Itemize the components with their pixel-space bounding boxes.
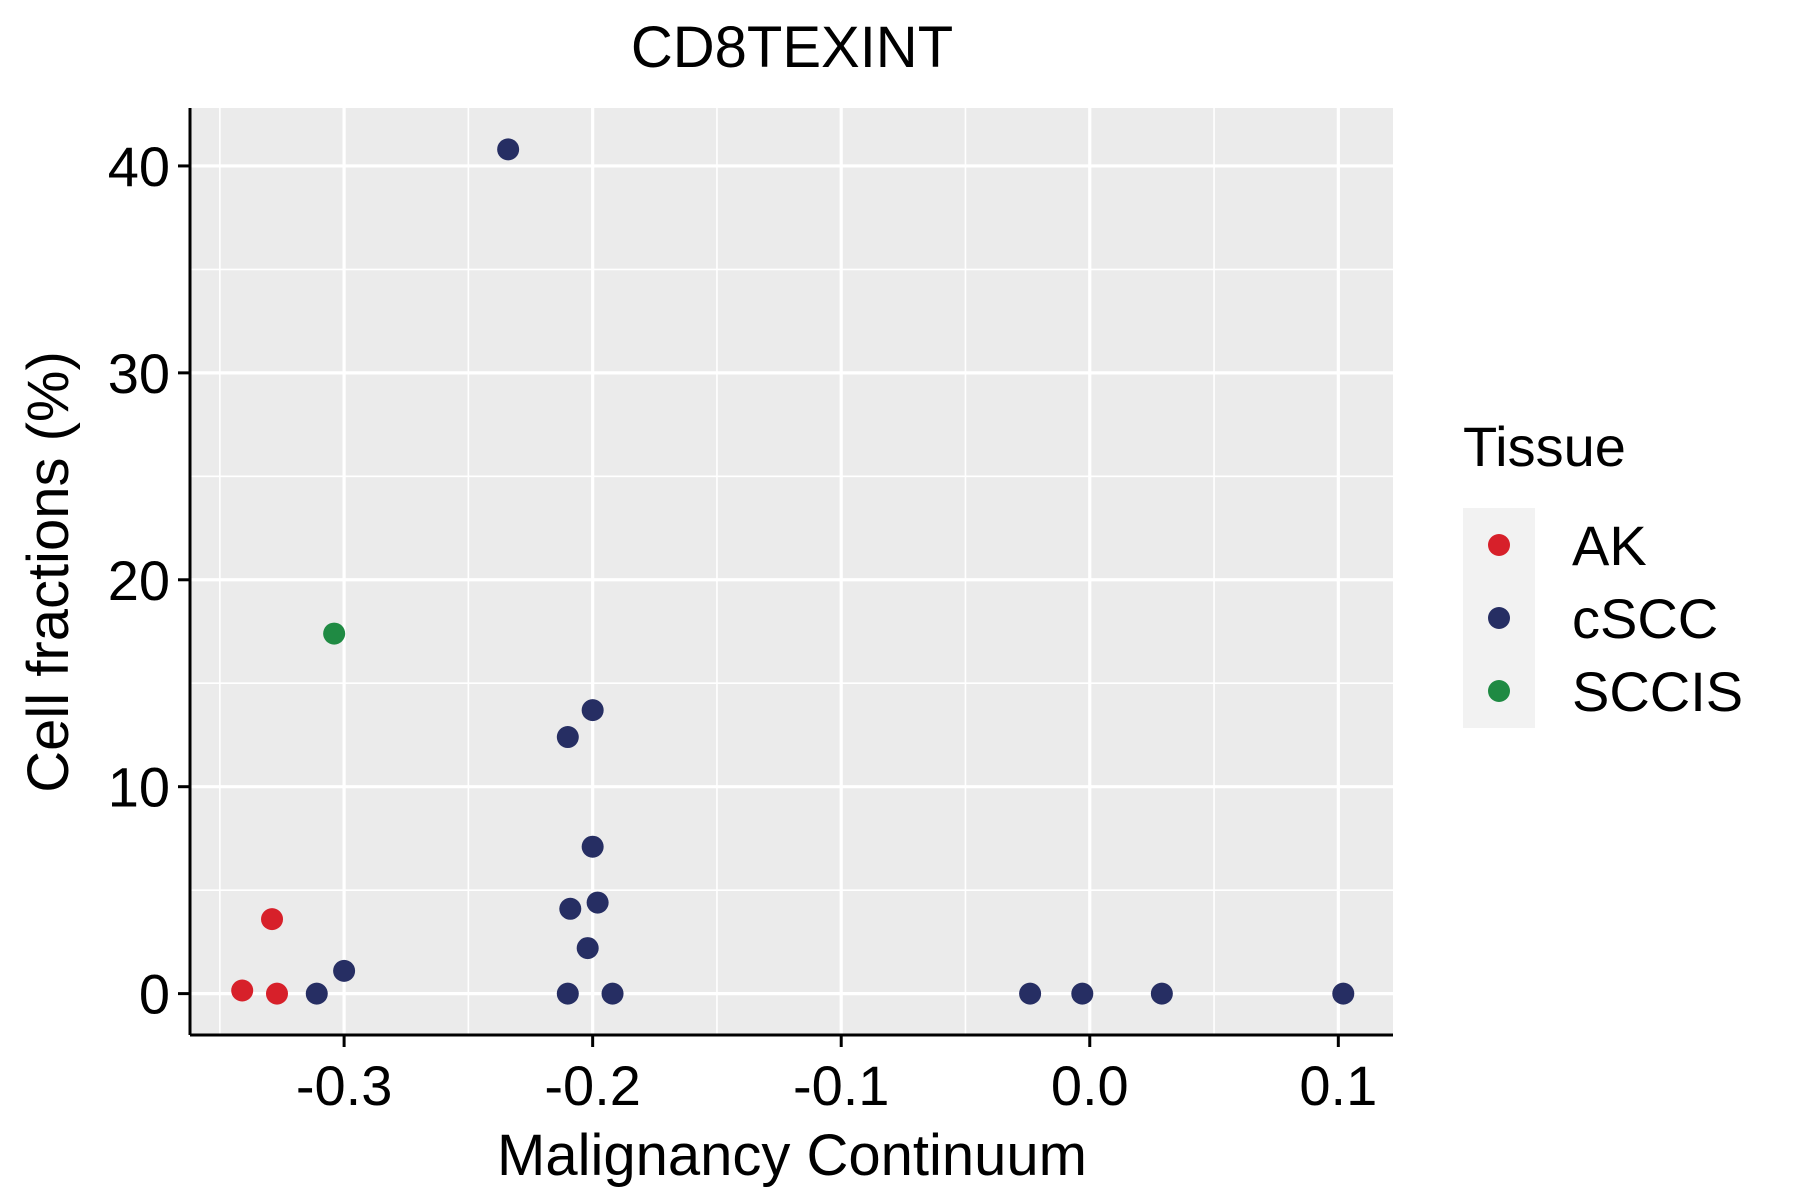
legend-items: AK cSCC SCCIS xyxy=(1488,514,1743,723)
x-tick-label: 0.0 xyxy=(1051,1054,1129,1117)
data-point-ak xyxy=(231,979,254,1002)
x-tick-label: -0.2 xyxy=(544,1054,641,1117)
data-point-cscc xyxy=(576,937,599,960)
data-point-cscc xyxy=(305,982,328,1005)
legend-key-ak xyxy=(1488,534,1510,556)
data-point-cscc xyxy=(601,982,624,1005)
data-point-cscc xyxy=(556,982,579,1005)
x-tick-label: 0.1 xyxy=(1299,1054,1377,1117)
legend-label-ak: AK xyxy=(1572,514,1647,577)
data-point-cscc xyxy=(497,138,520,161)
data-point-cscc xyxy=(581,835,604,858)
chart-title: CD8TEXINT xyxy=(631,15,953,80)
data-point-cscc xyxy=(1332,982,1355,1005)
y-tick-label: 30 xyxy=(108,342,170,405)
y-tick-label: 20 xyxy=(108,549,170,612)
x-axis-title: Malignancy Continuum xyxy=(497,1123,1087,1188)
grid-major xyxy=(190,108,1393,1035)
data-point-ak xyxy=(265,982,288,1005)
y-tick-label: 10 xyxy=(108,756,170,819)
x-tick-label: -0.3 xyxy=(296,1054,393,1117)
data-point-cscc xyxy=(559,897,582,920)
plot-panel xyxy=(190,108,1393,1035)
data-points xyxy=(231,138,1355,1005)
legend: Tissue AK cSCC SCCIS xyxy=(1463,415,1743,728)
data-point-cscc xyxy=(586,891,609,914)
x-axis-ticks: -0.3 -0.2 -0.1 0.0 0.1 xyxy=(296,1035,1377,1117)
data-point-sccis xyxy=(323,622,346,645)
y-tick-label: 40 xyxy=(108,135,170,198)
data-point-cscc xyxy=(1019,982,1042,1005)
y-axis-title: Cell fractions (%) xyxy=(16,351,81,793)
data-point-cscc xyxy=(1150,982,1173,1005)
x-tick-label: -0.1 xyxy=(793,1054,890,1117)
legend-title: Tissue xyxy=(1463,415,1626,478)
grid-minor xyxy=(190,108,1393,1035)
data-point-cscc xyxy=(581,699,604,722)
data-point-ak xyxy=(261,908,284,931)
data-point-cscc xyxy=(1071,982,1094,1005)
data-point-cscc xyxy=(333,959,356,982)
legend-label-cscc: cSCC xyxy=(1572,587,1718,650)
data-point-cscc xyxy=(556,726,579,749)
y-tick-label: 0 xyxy=(139,963,170,1026)
legend-key-sccis xyxy=(1488,680,1510,702)
y-axis-ticks: 0 10 20 30 40 xyxy=(108,135,190,1026)
legend-label-sccis: SCCIS xyxy=(1572,660,1743,723)
legend-key-cscc xyxy=(1488,607,1510,629)
